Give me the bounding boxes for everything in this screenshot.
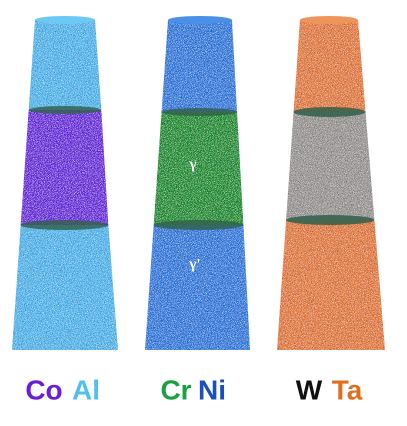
reconstruction-co-al: [12, 20, 118, 350]
reconstruction-w-ta: [277, 20, 385, 350]
element-label: Ni: [198, 374, 226, 405]
element-label: Cr: [160, 374, 191, 405]
gamma-label: γ: [188, 156, 196, 172]
reconstruction-cr-ni: [145, 20, 250, 350]
element-label: W: [296, 374, 323, 405]
gamma-prime-label: γ': [188, 256, 200, 272]
element-label: Ta: [332, 374, 363, 405]
element-label: Al: [72, 374, 100, 405]
element-label: Co: [25, 374, 62, 405]
